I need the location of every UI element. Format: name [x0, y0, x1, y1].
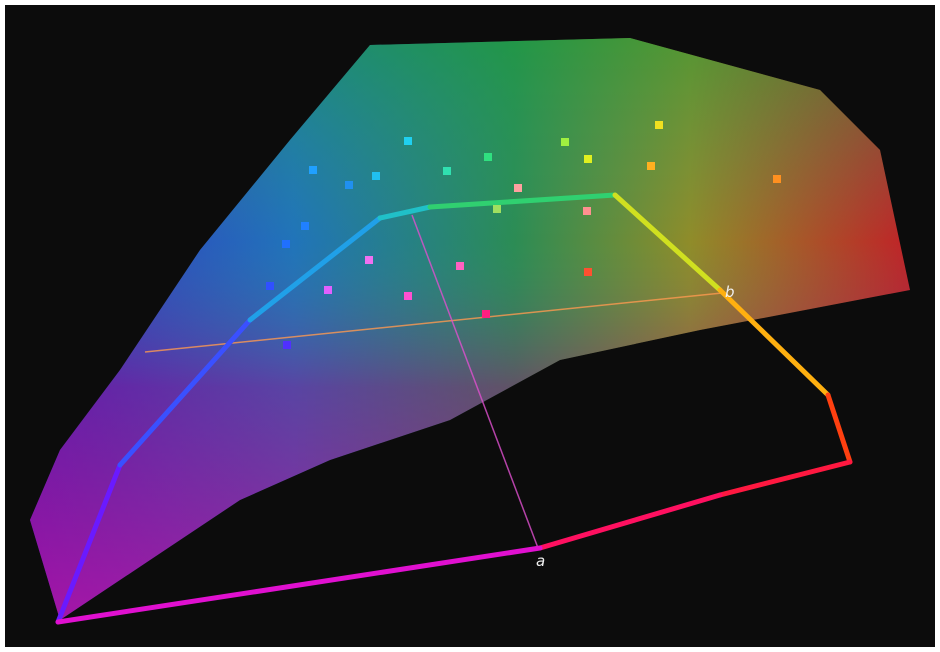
a-axis-label: a — [536, 552, 545, 570]
gamut-surface — [30, 38, 910, 620]
axes — [144, 214, 723, 549]
gamut-outline — [55, 192, 853, 625]
b-axis-label: b — [725, 283, 735, 301]
sample-patches — [266, 121, 781, 349]
